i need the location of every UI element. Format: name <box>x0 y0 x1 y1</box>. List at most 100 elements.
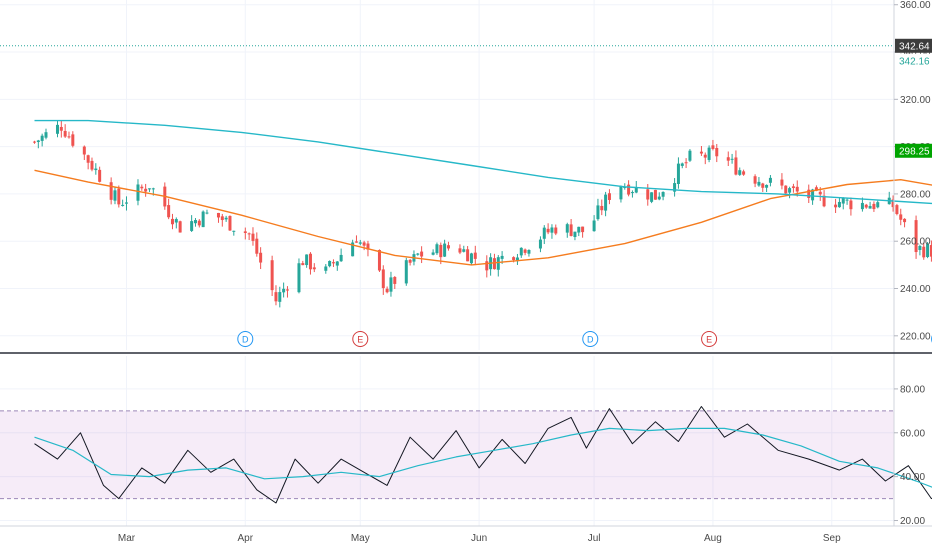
axes <box>0 0 932 527</box>
candle-body <box>44 132 48 138</box>
event-marker[interactable]: E <box>701 331 718 347</box>
event-marker[interactable]: D <box>237 331 254 347</box>
candle <box>837 197 841 208</box>
candle-body <box>67 136 71 138</box>
candle-body <box>446 245 450 249</box>
candle <box>761 182 765 192</box>
candle-body <box>922 246 926 258</box>
candle <box>247 232 251 241</box>
y-tick-label: 240.00 <box>900 284 931 295</box>
candle-body <box>895 205 899 215</box>
candle-body <box>431 252 435 255</box>
event-marker[interactable]: E <box>352 331 369 347</box>
event-marker-circle <box>237 331 254 347</box>
candle <box>466 246 470 262</box>
candle <box>220 213 224 227</box>
candle-body <box>201 211 205 228</box>
candle <box>393 276 397 289</box>
candle <box>899 208 903 226</box>
candle-body <box>255 238 259 254</box>
candle-body <box>814 187 818 191</box>
candle <box>868 201 872 209</box>
candle-body <box>657 196 661 200</box>
candle <box>596 198 600 221</box>
candle <box>251 227 255 246</box>
grid <box>0 0 894 526</box>
candle-body <box>71 134 75 146</box>
candle-body <box>270 260 274 291</box>
oscillator-band <box>0 410 894 500</box>
candle-body <box>822 195 826 207</box>
candle-body <box>753 176 757 184</box>
candle <box>431 249 435 256</box>
candle <box>55 120 59 138</box>
candle-body <box>228 215 232 231</box>
candle <box>124 196 128 211</box>
candle-body <box>247 233 251 235</box>
candle <box>715 144 719 163</box>
candle <box>140 184 144 191</box>
candle-body <box>167 205 171 218</box>
candle-body <box>619 186 623 200</box>
candle-body <box>653 189 657 200</box>
candle <box>117 185 121 208</box>
candle-body <box>197 220 201 226</box>
candle <box>914 215 918 259</box>
candle-body <box>404 260 408 284</box>
oscillator-axis: 20.00 40.00 60.00 80.00 <box>894 384 925 527</box>
candle-body <box>730 158 734 160</box>
candle-body <box>278 292 282 302</box>
candle-body <box>140 186 144 189</box>
event-marker-label: D <box>587 335 594 345</box>
candle <box>834 198 838 214</box>
candle <box>742 169 746 176</box>
candle-body <box>232 230 236 232</box>
candle <box>278 286 282 308</box>
candle <box>297 258 301 294</box>
candle-body <box>216 212 220 218</box>
event-marker[interactable]: D <box>582 331 599 347</box>
candle <box>922 242 926 260</box>
candle-body <box>600 205 604 211</box>
candle-body <box>377 250 381 271</box>
candle-body <box>596 205 600 220</box>
y-tick-label: 220.00 <box>900 331 931 342</box>
candle <box>331 259 335 267</box>
candle-body <box>768 177 772 183</box>
candle <box>308 252 312 275</box>
candle-body <box>811 189 815 201</box>
price-tag-label: 342.64 <box>899 41 930 52</box>
candle-body <box>788 188 792 193</box>
price-tag-label: 298.25 <box>899 146 930 157</box>
candle-body <box>688 150 692 161</box>
candle <box>673 178 677 197</box>
candle-body <box>573 231 577 237</box>
candle <box>377 249 381 272</box>
candle-body <box>542 227 546 239</box>
candle-body <box>926 244 930 258</box>
candle <box>228 215 232 231</box>
candle-body <box>393 277 397 284</box>
candle-body <box>435 244 439 254</box>
candle <box>699 146 703 156</box>
candle <box>404 257 408 286</box>
candle-body <box>519 247 523 256</box>
price-tag-label: 342.16 <box>899 56 930 67</box>
candle <box>876 200 880 209</box>
candle-body <box>205 212 209 214</box>
y-tick-label: 60.00 <box>900 428 925 439</box>
x-tick-label: Sep <box>823 533 841 544</box>
candle <box>63 124 67 138</box>
candle-body <box>193 220 197 224</box>
candle <box>577 226 581 237</box>
candle-body <box>40 135 44 141</box>
candle-body <box>178 221 182 233</box>
candle <box>768 175 772 187</box>
candle-body <box>604 194 608 211</box>
candle-body <box>466 249 470 262</box>
candle <box>408 258 412 266</box>
event-marker-label: D <box>242 335 249 345</box>
candle <box>523 248 527 256</box>
candle-body <box>918 245 922 250</box>
